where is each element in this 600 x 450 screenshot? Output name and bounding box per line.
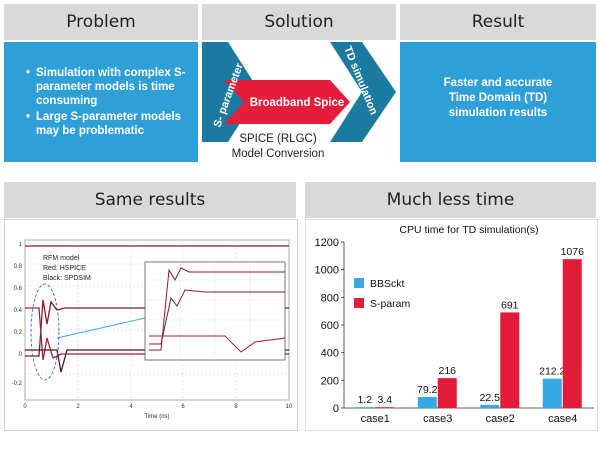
much-less-time-panel: CPU time for TD simulation(s) 0 200 400 600… [305,219,598,431]
bar-value-label: 212.2 [539,366,565,378]
bar-value-label: 691 [501,299,519,311]
problem-header: Problem [4,4,198,40]
plot-legend-line-2: Red: HSPICE [43,265,86,272]
x-category-label: case3 [423,413,452,425]
problem-bullet-1: Simulation with complex S-parameter mode… [26,66,190,108]
x-tick: 4 [129,404,133,410]
y-tick: 0.2 [14,330,23,336]
result-line-2: Time Domain (TD) [448,92,548,104]
waveform-plot: 1 0.8 0.6 0.4 0.2 0 -0.2 0 2 4 6 8 10 Ti… [12,239,293,420]
y-tick: 0.6 [14,286,23,292]
plot-legend-line-3: Black: SPDSIM [43,275,91,282]
solution-title: Solution [264,12,334,32]
y-tick-label: 400 [321,348,339,360]
zoom-arrow [56,317,146,339]
result-line-1: Faster and accurate [443,77,553,89]
bar-bbsckt-case2 [480,404,500,408]
bar-value-label: 3.4 [377,394,392,406]
bar-s-param-case1 [375,407,395,408]
s-parameter-chevron [202,42,260,142]
x-category-label: case1 [361,413,390,425]
bar-s-param-case3 [437,378,457,408]
result-line-3: simulation results [448,107,548,119]
solution-panel: S- parameter Broadband Spice TD simulati… [202,42,396,162]
y-tick-label: 1000 [315,265,339,277]
bar-value-label: 22.5 [480,392,501,404]
bar-bbsckt-case4 [542,378,562,408]
y-tick-label: 600 [321,320,339,332]
solution-diagram: S- parameter Broadband Spice TD simulati… [202,42,396,160]
y-tick-label: 1200 [315,237,339,249]
result-title: Result [471,12,525,32]
result-header: Result [400,4,596,40]
bar-bbsckt-case1 [355,407,375,408]
y-tick: 0.4 [14,308,23,314]
y-tick-label: 200 [321,375,339,387]
legend-label: S-param [370,298,411,310]
solution-header: Solution [202,4,396,40]
bar-value-label: 1.2 [357,394,372,406]
plot-legend-line-1: RFM model [43,255,80,262]
result-panel: Faster and accurate Time Domain (TD) sim… [400,42,596,162]
problem-title: Problem [66,12,136,32]
much-less-time-title: Much less time [386,190,515,210]
y-tick-label: 0 [333,403,339,415]
zoom-inset [144,261,286,361]
y-tick: 0 [19,352,23,358]
chart-title: CPU time for TD simulation(s) [399,224,538,236]
solution-caption-line1: SPICE (RLGC) [239,133,316,145]
waveform-rising [25,299,289,357]
problem-bullet-list: Simulation with complex S-parameter mode… [26,66,190,138]
y-tick: -0.2 [12,381,23,387]
x-tick: 10 [286,404,293,410]
waveform-step [25,349,289,373]
x-tick: 2 [76,404,80,410]
solution-caption-line2: Model Conversion [232,148,325,160]
cpu-time-bar-chart: CPU time for TD simulation(s) 0 200 400 600… [315,224,594,425]
result-text: Faster and accurate Time Domain (TD) sim… [400,76,596,121]
x-tick: 0 [23,404,27,410]
legend-swatch [354,298,364,308]
bar-bbsckt-case3 [417,397,437,408]
x-tick: 6 [181,404,185,410]
y-tick: 0.8 [14,264,23,270]
same-results-title: Same results [94,190,206,210]
same-results-header: Same results [4,182,296,218]
much-less-time-header: Much less time [305,182,596,218]
bar-value-label: 79.2 [417,384,438,396]
problem-bullet-2: Large S-parameter models may be problema… [26,110,190,138]
td-simulation-chevron [330,42,396,142]
y-tick-label: 800 [321,292,339,304]
x-category-label: case4 [548,413,577,425]
y-tick: 1 [19,242,23,248]
same-results-panel: 1 0.8 0.6 0.4 0.2 0 -0.2 0 2 4 6 8 10 Ti… [4,219,298,431]
broadband-spice-arrow [224,80,350,124]
x-axis-label: Time (ns) [144,414,169,420]
bar-value-label: 1076 [561,246,585,258]
x-tick: 8 [234,404,238,410]
bar-value-label: 216 [438,365,456,377]
legend-label: BBSckt [370,278,405,290]
bar-s-param-case4 [562,259,582,408]
x-category-label: case2 [486,413,515,425]
zoom-region-ellipse [30,283,60,381]
broadband-spice-label: Broadband Spice [250,97,345,109]
problem-panel: Simulation with complex S-parameter mode… [4,42,198,162]
bar-s-param-case2 [500,312,520,408]
waveform-falling [25,307,289,361]
legend-swatch [354,278,364,288]
